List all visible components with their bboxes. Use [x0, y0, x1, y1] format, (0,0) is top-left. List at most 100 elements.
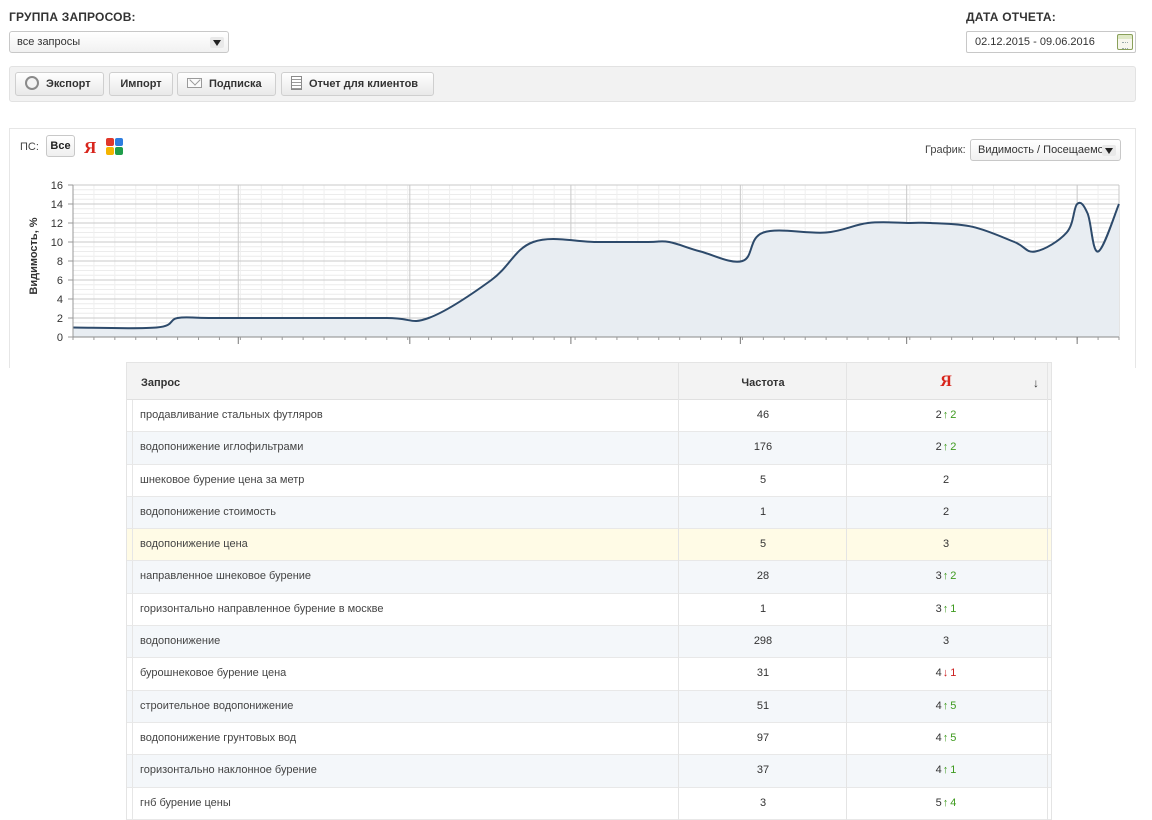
y-tick-label: 16 — [51, 180, 63, 192]
chevron-down-icon — [210, 37, 224, 48]
position-delta: 1 — [950, 667, 957, 680]
frequency-value: 46 — [756, 409, 770, 421]
table-header: Запрос Частота Я ↓ — [127, 363, 1051, 400]
document-icon — [291, 76, 302, 91]
column-divider — [846, 363, 847, 820]
arrow-up-icon: ↑ — [942, 731, 949, 744]
arrow-up-icon: ↑ — [942, 796, 949, 809]
table-row[interactable]: горизонтально наклонное бурение 37 4↑ 1 — [127, 755, 1051, 788]
table-row[interactable]: продавливание стальных футляров 46 2↑ 2 — [127, 400, 1051, 433]
export-icon — [25, 76, 39, 91]
position-cell: 3↑ 2 — [846, 561, 1046, 592]
y-tick-label: 4 — [57, 294, 63, 306]
table-row[interactable]: водопонижение грунтовых вод 97 4↑ 5 — [127, 722, 1051, 756]
graph-type-select[interactable]: Видимость / Посещаемо — [970, 139, 1121, 161]
position-value: 3 — [942, 635, 950, 648]
position-cell: 3↑ 1 — [846, 594, 1046, 625]
table-row[interactable]: бурошнековое бурение цена 31 4↓ 1 — [127, 658, 1051, 691]
import-label: Импорт — [120, 78, 162, 90]
column-divider — [1047, 363, 1048, 820]
google-icon[interactable] — [106, 138, 123, 155]
position-value: 4 — [935, 699, 942, 712]
sort-desc-icon[interactable]: ↓ — [1033, 376, 1039, 390]
position-cell: 4↓ 1 — [846, 658, 1046, 689]
report-date-value: 02.12.2015 - 09.06.2016 — [975, 36, 1095, 48]
frequency-value: 97 — [756, 731, 770, 744]
query-text: горизонтально направленное бурение в мос… — [132, 593, 383, 626]
client-report-button[interactable]: Отчет для клиентов — [281, 72, 434, 96]
report-date-label: ДАТА ОТЧЕТА: — [966, 10, 1056, 24]
search-engine-label: ПС: — [20, 141, 39, 153]
table-row[interactable]: направленное шнековое бурение 28 3↑ 2 — [127, 561, 1051, 594]
client-report-label: Отчет для клиентов — [309, 78, 419, 90]
position-value: 2 — [935, 409, 942, 421]
y-tick-label: 2 — [57, 313, 63, 325]
frequency-value: 1 — [759, 602, 767, 615]
query-text: водопонижение — [132, 626, 220, 658]
y-tick-label: 12 — [51, 218, 63, 230]
query-group-label: ГРУППА ЗАПРОСОВ: — [9, 10, 136, 24]
position-cell: 4↑ 5 — [846, 691, 1046, 722]
frequency-value: 37 — [756, 764, 770, 777]
chart-x-axis — [72, 336, 1120, 344]
position-cell: 3 — [846, 529, 1046, 560]
position-delta: 4 — [950, 796, 957, 809]
query-text: водопонижение грунтовых вод — [132, 722, 296, 755]
arrow-up-icon: ↑ — [942, 409, 949, 421]
query-text: строительное водопонижение — [132, 690, 293, 722]
table-row[interactable]: гнб бурение цены 3 5↑ 4 — [127, 787, 1051, 820]
frequency-value: 298 — [753, 635, 773, 648]
table-row[interactable]: водопонижение иглофильтрами 176 2↑ 2 — [127, 432, 1051, 465]
table-row[interactable]: водопонижение стоимость 1 2 — [127, 496, 1051, 530]
col-query-header[interactable]: Запрос — [141, 377, 181, 389]
arrow-up-icon: ↑ — [942, 602, 949, 615]
table-row[interactable]: водопонижение 298 3 — [127, 626, 1051, 659]
frequency-value: 51 — [756, 699, 770, 712]
yandex-icon[interactable]: Я — [84, 138, 97, 157]
position-delta: 5 — [950, 731, 957, 744]
col-frequency-header[interactable]: Частота — [741, 377, 785, 389]
position-cell: 2↑ 2 — [846, 432, 1046, 463]
subscribe-button[interactable]: Подписка — [177, 72, 276, 96]
query-text: бурошнековое бурение цена — [132, 658, 286, 690]
position-value: 4 — [935, 764, 942, 777]
graph-type-label: График: — [925, 144, 966, 156]
query-text: водопонижение стоимость — [132, 496, 276, 529]
calendar-icon[interactable] — [1117, 34, 1133, 50]
position-delta: 2 — [950, 409, 957, 421]
table-row[interactable]: строительное водопонижение 51 4↑ 5 — [127, 690, 1051, 723]
position-value: 3 — [935, 602, 942, 615]
col-yandex-header[interactable]: Я — [846, 373, 1046, 390]
table-body: продавливание стальных футляров 46 2↑ 2 водо… — [127, 400, 1051, 820]
yandex-icon: Я — [940, 373, 952, 390]
chart-area — [73, 202, 1119, 337]
query-text: продавливание стальных футляров — [132, 400, 323, 432]
position-delta: 1 — [950, 764, 957, 777]
export-button[interactable]: Экспорт — [15, 72, 104, 96]
chart-line — [72, 201, 1120, 330]
column-divider — [678, 363, 679, 820]
query-text: водопонижение цена — [132, 529, 248, 561]
search-engine-all-button[interactable]: Все — [46, 135, 75, 157]
chevron-down-icon — [1102, 145, 1116, 156]
graph-type-value: Видимость / Посещаемо — [978, 144, 1102, 156]
table-row[interactable]: горизонтально направленное бурение в мос… — [127, 593, 1051, 627]
table-row[interactable]: водопонижение цена 5 3 — [127, 529, 1051, 562]
export-label: Экспорт — [46, 78, 91, 90]
position-value: 2 — [935, 441, 942, 454]
position-delta: 5 — [950, 699, 957, 712]
table-row[interactable]: шнековое бурение цена за метр 5 2 — [127, 464, 1051, 497]
mail-icon — [187, 78, 202, 89]
position-value: 2 — [942, 473, 950, 486]
position-value: 4 — [935, 731, 942, 744]
frequency-value: 5 — [759, 538, 767, 551]
position-cell: 2↑ 2 — [846, 400, 1046, 431]
arrow-down-icon: ↓ — [942, 667, 949, 680]
position-cell: 4↑ 1 — [846, 755, 1046, 786]
visibility-chart: 0 2 4 6 8 10 12 14 16 — [51, 180, 1120, 344]
report-date-input[interactable]: 02.12.2015 - 09.06.2016 — [966, 31, 1136, 53]
position-delta: 2 — [950, 570, 957, 583]
import-button[interactable]: Импорт — [109, 72, 173, 96]
query-group-select[interactable]: все запросы — [9, 31, 229, 53]
frequency-value: 28 — [756, 570, 770, 583]
